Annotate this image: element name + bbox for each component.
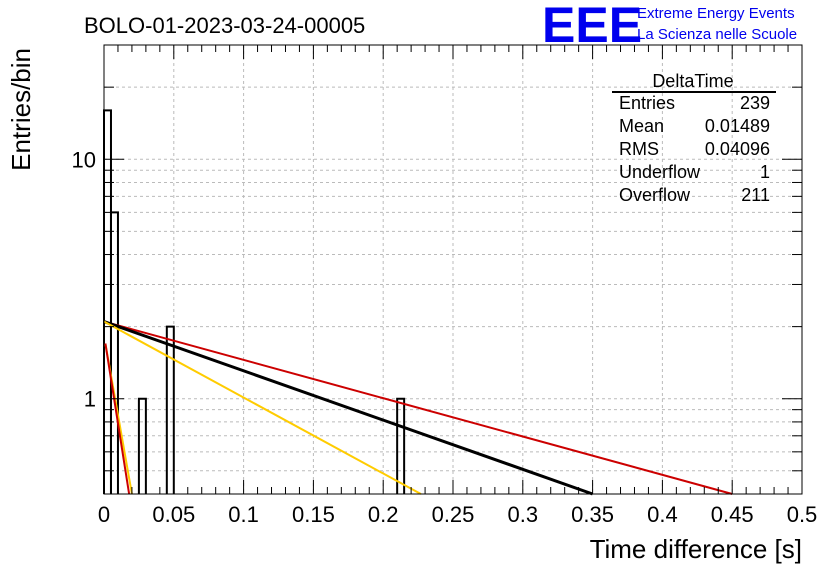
x-tick-labels: 0 0.05 0.1 0.15 0.2 0.25 0.3 0.35 0.4 0.45 0.5 [98,502,817,527]
stats-value-entries: 239 [740,93,770,113]
stats-box: DeltaTime Entries 239 Mean 0.01489 RMS 0… [612,71,776,205]
x-tick-label: 0 [98,502,110,527]
stats-value-overflow: 211 [741,185,770,205]
x-tick-label: 0.35 [571,502,614,527]
fit-line-0 [103,320,733,495]
chart-title: BOLO-01-2023-03-24-00005 [84,13,365,38]
x-tick-label: 0.2 [368,502,399,527]
logo-line-1: Extreme Energy Events [637,5,795,22]
logo-line-2: La Scienza nelle Scuole [637,26,797,43]
x-tick-label: 0.5 [787,502,818,527]
histogram-bin [165,325,175,494]
stats-value-mean: 0.01489 [705,116,770,136]
x-tick-label: 0.45 [711,502,754,527]
stats-label-mean: Mean [619,116,664,136]
axis-ticks [103,44,803,495]
stats-label-underflow: Underflow [619,162,701,182]
y-tick-label: 1 [84,387,96,412]
x-tick-label: 0.25 [432,502,475,527]
y-tick-labels: 1 10 [72,147,96,411]
histogram-bin [396,397,406,494]
x-tick-label: 0.1 [228,502,259,527]
fit-lines [103,320,733,496]
stats-value-rms: 0.04096 [705,139,770,159]
stats-value-underflow: 1 [760,162,770,182]
x-tick-label: 0.4 [647,502,678,527]
y-tick-label: 10 [72,147,96,172]
histogram-bin [137,397,147,494]
y-axis-title: Entries/bin [6,48,36,171]
fit-line-1 [103,320,594,496]
stats-label-overflow: Overflow [619,185,691,205]
fit-line-4 [104,343,131,495]
stats-title: DeltaTime [652,71,733,91]
logo-text: EEE [542,0,642,53]
x-tick-label: 0.3 [508,502,539,527]
histogram-bin [109,211,119,494]
x-tick-label: 0.15 [292,502,335,527]
x-tick-label: 0.05 [152,502,195,527]
eee-logo: EEE Extreme Energy Events La Scienza nel… [542,0,797,53]
fit-line-2 [103,320,422,495]
stats-label-rms: RMS [619,139,659,159]
stats-label-entries: Entries [619,93,675,113]
x-axis-title: Time difference [s] [590,534,802,564]
